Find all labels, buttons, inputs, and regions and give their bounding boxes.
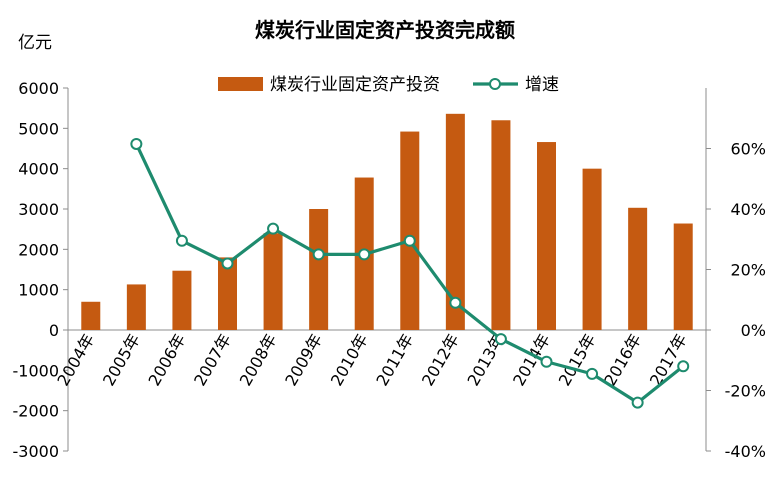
y-left-tick-label: 1000: [18, 281, 59, 300]
growth-point-2008年: [267, 222, 280, 235]
y-left-tick-label: -1000: [13, 361, 60, 380]
y-right-tick-label: 40%: [730, 200, 766, 219]
growth-point-2017年: [677, 360, 690, 373]
x-tick-label: 2009年: [281, 331, 326, 390]
bar-2013年: [491, 120, 511, 331]
y-right-tick-label: -40%: [725, 442, 766, 461]
growth-point-2009年: [312, 248, 325, 261]
y-left-tick-label: 5000: [18, 119, 59, 138]
y-left-tick-label: 2000: [18, 240, 59, 259]
growth-point-2011年: [403, 234, 416, 247]
legend-line-label: 增速: [525, 75, 559, 95]
y-axis-unit-label: 亿元: [18, 33, 52, 53]
legend-bar-swatch: [218, 77, 263, 91]
y-left-tick-label: 6000: [18, 79, 59, 98]
growth-point-2012年: [449, 296, 462, 309]
bar-2016年: [628, 207, 648, 330]
y-right-tick-label: 0%: [741, 321, 766, 340]
growth-point-2010年: [358, 248, 371, 261]
x-tick-label: 2012年: [418, 331, 463, 390]
x-tick-label: 2016年: [600, 331, 645, 390]
x-tick-label: 2011年: [372, 331, 417, 390]
bar-2005年: [126, 284, 146, 330]
bar-2015年: [582, 168, 602, 330]
growth-point-2016年: [631, 396, 644, 409]
x-tick-label: 2006年: [145, 331, 190, 390]
x-tick-label: 2007年: [190, 331, 235, 390]
chart-title: 煤炭行业固定资产投资完成额: [255, 18, 515, 42]
y-right-tick-label: 20%: [730, 261, 766, 280]
bar-2017年: [673, 223, 693, 330]
bar-2009年: [309, 209, 329, 330]
bar-2012年: [445, 113, 465, 331]
x-tick-label: 2008年: [236, 331, 281, 390]
growth-point-2007年: [221, 257, 234, 270]
x-tick-label: 2017年: [646, 331, 691, 390]
x-tick-label: 2015年: [555, 331, 600, 390]
bar-2014年: [537, 142, 556, 330]
legend: 煤炭行业固定资产投资 增速: [218, 75, 559, 95]
y-left-tick-label: -3000: [13, 442, 60, 461]
y-right-tick-label: -20%: [725, 382, 766, 401]
bar-2008年: [263, 233, 283, 330]
growth-point-2014年: [540, 355, 553, 368]
x-tick-label: 2004年: [53, 331, 98, 390]
bar-2004年: [81, 301, 101, 330]
y-left-tick-label: 3000: [18, 200, 59, 219]
plot-area: 6000 5000 4000 3000 2000 1000 0 -1000 -2000 -3000…: [13, 79, 767, 461]
x-tick-label: 2005年: [99, 331, 144, 390]
growth-point-2005年: [130, 137, 143, 150]
y-left-tick-label: 0: [49, 321, 59, 340]
growth-point-2006年: [175, 234, 188, 247]
bar-2006年: [172, 270, 192, 330]
legend-line-marker: [489, 78, 501, 90]
y-left-tick-label: 4000: [18, 160, 59, 179]
growth-point-2015年: [586, 367, 599, 380]
y-left-tick-label: -2000: [13, 402, 60, 421]
bar-2007年: [218, 257, 237, 330]
x-tick-label: 2010年: [327, 331, 372, 390]
growth-point-2013年: [494, 333, 507, 346]
legend-bar-label: 煤炭行业固定资产投资: [270, 75, 440, 95]
y-right-tick-label: 60%: [730, 140, 766, 159]
bar-2011年: [400, 131, 420, 330]
